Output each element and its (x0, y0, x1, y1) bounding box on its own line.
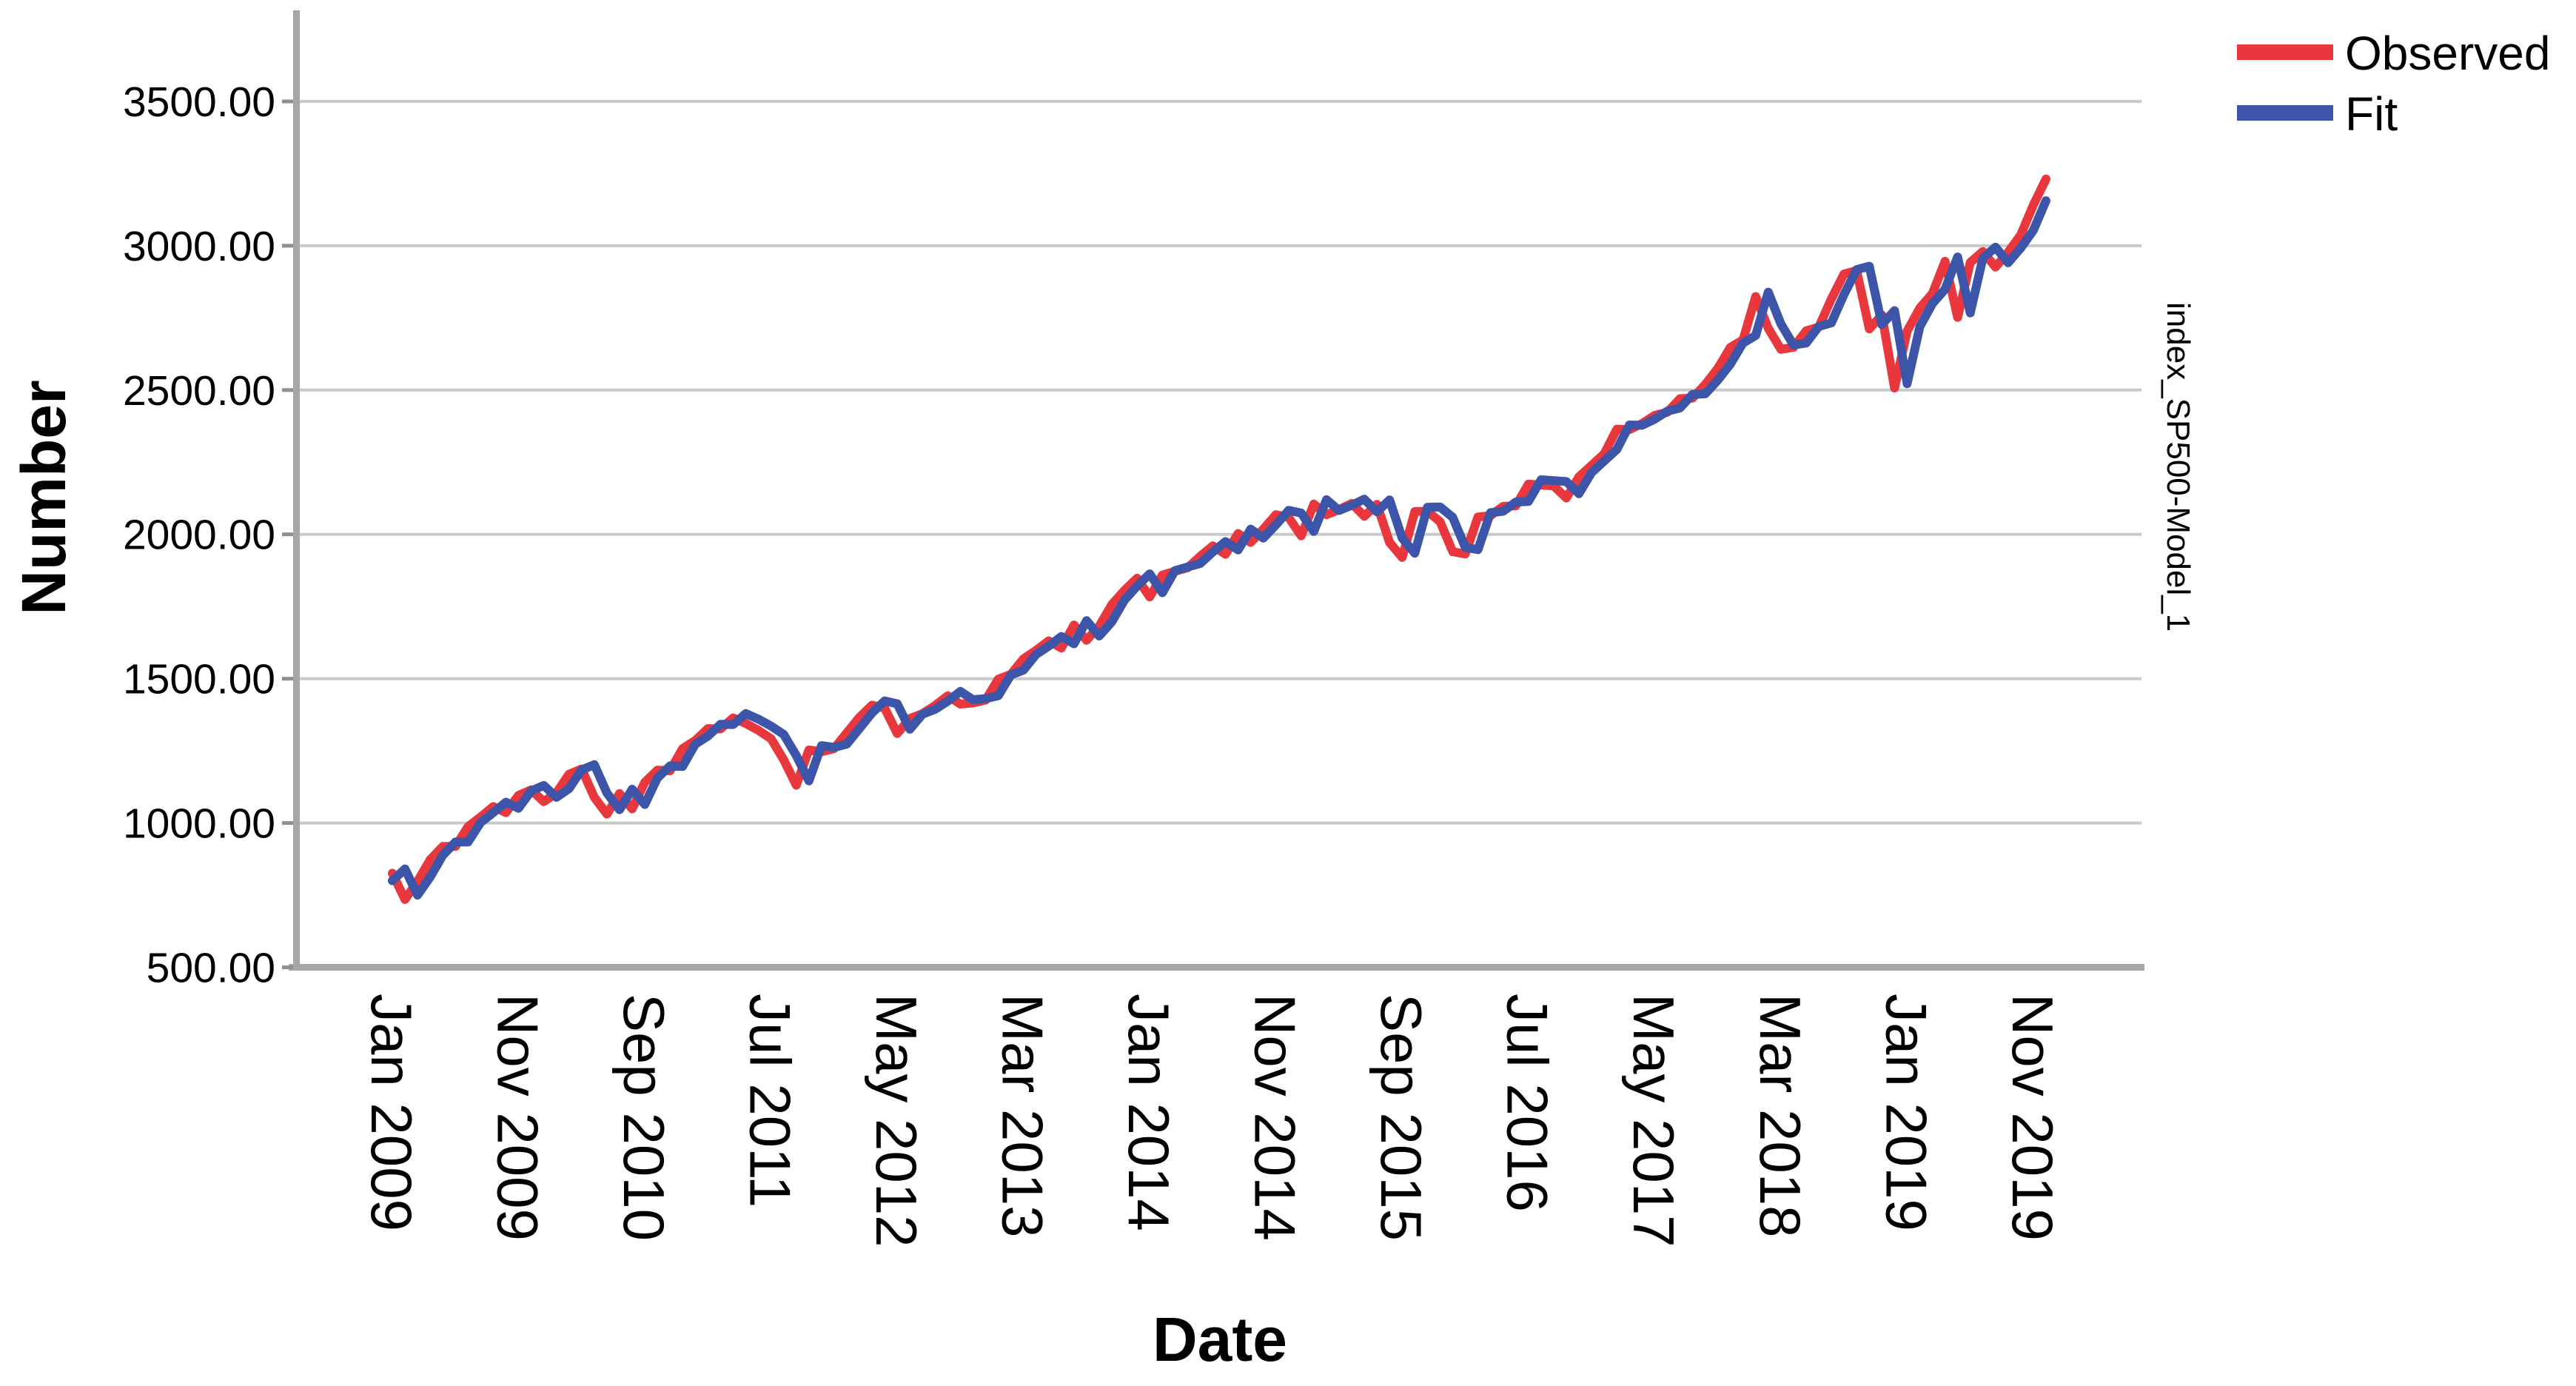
x-tick-label: May 2017 (1621, 994, 1686, 1248)
legend: Observed Fit (2237, 27, 2550, 141)
x-tick-label: Sep 2010 (611, 994, 677, 1241)
legend-label-fit: Fit (2345, 87, 2398, 141)
y-tick-mark (282, 388, 293, 392)
x-tick-label: Sep 2015 (1369, 994, 1434, 1241)
x-tick-label: Jan 2009 (359, 994, 424, 1231)
legend-label-observed: Observed (2345, 27, 2550, 80)
y-axis-title: Number (9, 380, 78, 615)
y-tick-label: 500.00 (147, 945, 275, 992)
legend-swatch-observed (2237, 44, 2333, 60)
y-tick-label: 1500.00 (123, 656, 275, 703)
plot-generated: 3500.00 3000.00 2500.00 2000.00 1500.00 1000.… (123, 10, 2144, 1248)
y-tick-mark (282, 965, 293, 969)
x-tick-label: Jan 2014 (1116, 994, 1181, 1231)
y-tick-label: 1000.00 (123, 800, 275, 848)
x-tick-label: Nov 2009 (485, 994, 550, 1241)
x-tick-label: Mar 2018 (1748, 994, 1813, 1238)
y-tick-label: 3500.00 (123, 78, 275, 126)
observed-line (388, 174, 2050, 904)
y-tick-mark (282, 532, 293, 537)
x-axis-title: Date (1153, 1305, 1287, 1374)
x-tick-label: Nov 2019 (2000, 994, 2065, 1241)
x-tick-label: Jul 2011 (738, 994, 803, 1208)
y-tick-label: 3000.00 (123, 223, 275, 270)
x-tick-label: Jul 2016 (1495, 994, 1560, 1212)
x-axis-line (289, 964, 2144, 971)
legend-swatch-fit (2237, 105, 2333, 121)
y-tick-mark (282, 99, 293, 104)
y-tick-mark (282, 244, 293, 248)
y-tick-mark (282, 677, 293, 681)
y-tick-mark (282, 821, 293, 826)
x-tick-label: Jan 2019 (1874, 994, 1939, 1231)
y-tick-label: 2000.00 (123, 512, 275, 559)
y-axis-line (293, 10, 300, 971)
right-panel-label: index_SP500-Model_1 (2160, 302, 2196, 632)
fit-line (388, 196, 2050, 900)
y-tick-label: 2500.00 (123, 367, 275, 415)
x-tick-label: Mar 2013 (990, 994, 1056, 1238)
x-tick-label: May 2012 (864, 994, 929, 1248)
x-tick-label: Nov 2014 (1243, 994, 1308, 1241)
